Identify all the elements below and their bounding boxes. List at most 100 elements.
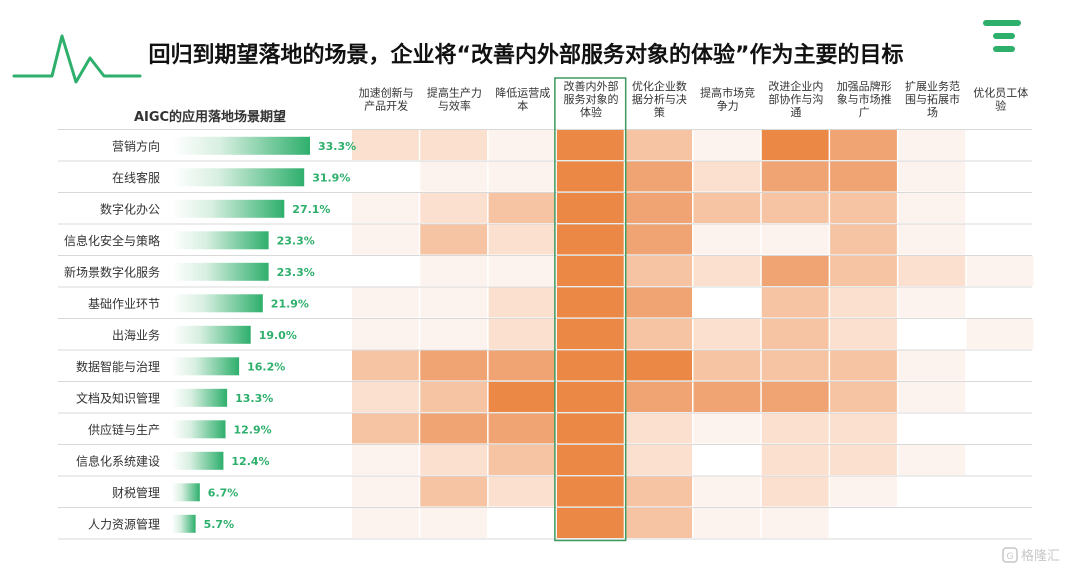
heatmap-cell xyxy=(420,350,488,381)
heartbeat-line-icon xyxy=(12,34,142,84)
row-gridlines xyxy=(58,129,1032,540)
heatmap-cell xyxy=(488,319,556,349)
column-header-line: 场 xyxy=(927,105,938,119)
heatmap-cell xyxy=(898,350,966,381)
heatmap-cell xyxy=(966,445,1034,475)
heatmap-cell xyxy=(625,350,692,381)
heatmap-cell xyxy=(625,256,692,286)
bar xyxy=(172,357,240,376)
bar-value-label: 33.3% xyxy=(318,140,356,153)
bar-value-label: 21.9% xyxy=(271,297,309,310)
column-header-line: 体验 xyxy=(580,105,602,119)
heatmap-column-header: 改进企业内部协作与沟通 xyxy=(768,79,823,119)
heatmap-cell xyxy=(488,161,556,192)
heatmap-cell xyxy=(966,287,1034,318)
heatmap-cells xyxy=(352,130,1034,538)
heatmap-cell xyxy=(761,350,829,381)
heatmap-cell xyxy=(966,130,1034,160)
column-header-line: 加强品牌形 xyxy=(837,79,892,93)
heatmap-cell xyxy=(693,350,761,381)
column-header-line: 优化企业数 xyxy=(632,79,687,93)
watermark-text: 格隆汇 xyxy=(1021,548,1060,564)
category-label: 数字化办公 xyxy=(100,201,160,216)
highlight-column-frame xyxy=(554,77,627,542)
heatmap-cell xyxy=(556,382,624,412)
heatmap-cell xyxy=(352,413,419,444)
heatmap-cell xyxy=(966,382,1034,412)
heatmap-cell xyxy=(488,130,556,160)
heatmap-cell xyxy=(352,382,419,412)
heatmap-cell xyxy=(420,319,488,349)
heatmap-column-header: 提高市场竞争力 xyxy=(700,86,755,113)
heatmap-cell xyxy=(693,445,761,475)
bar xyxy=(172,294,263,313)
heatmap-cell xyxy=(625,445,692,475)
heatmap-cell xyxy=(693,130,761,160)
heatmap-cell xyxy=(966,256,1034,286)
heatmap-cell xyxy=(693,382,761,412)
heatmap-column-header: 扩展业务范围与拓展市场 xyxy=(905,79,960,119)
heatmap-cell xyxy=(966,193,1034,223)
column-header-line: 优化员工体 xyxy=(973,86,1028,100)
heatmap-cell xyxy=(420,382,488,412)
category-label: 财税管理 xyxy=(112,485,160,500)
heatmap-cell xyxy=(625,319,692,349)
heatmap-cell xyxy=(898,319,966,349)
category-label: 文档及知识管理 xyxy=(76,390,160,405)
heatmap-column-header: 加速创新与产品开发 xyxy=(359,86,414,113)
heatmap-cell xyxy=(625,413,692,444)
bar-series xyxy=(172,136,310,533)
heatmap-cell xyxy=(488,508,556,538)
heatmap-cell xyxy=(556,224,624,255)
heatmap-cell xyxy=(966,161,1034,192)
column-header-line: 服务对象的 xyxy=(564,92,619,106)
heatmap-column-header: 优化员工体验 xyxy=(973,86,1028,113)
heatmap-cell xyxy=(420,413,488,444)
svg-text:G: G xyxy=(1007,552,1014,562)
bar-value-label: 13.3% xyxy=(235,392,273,405)
heatmap-cell xyxy=(625,193,692,223)
column-header-line: 验 xyxy=(995,99,1006,113)
heatmap-cell xyxy=(625,130,692,160)
heatmap-cell xyxy=(761,508,829,538)
heatmap-cell xyxy=(556,161,624,192)
heatmap-cell xyxy=(830,256,897,286)
heatmap-cell xyxy=(556,256,624,286)
category-label: 供应链与生产 xyxy=(88,422,160,437)
bar xyxy=(172,325,251,344)
heatmap-cell xyxy=(693,256,761,286)
heatmap-column-header: 改善内外部服务对象的体验 xyxy=(564,79,619,119)
heatmap-cell xyxy=(898,287,966,318)
heatmap-column-headers: 加速创新与产品开发提高生产力与效率降低运营成本改善内外部服务对象的体验优化企业数… xyxy=(359,79,1029,119)
bar-value-label: 19.0% xyxy=(259,329,297,342)
heatmap-cell xyxy=(830,350,897,381)
heatmap-cell xyxy=(420,287,488,318)
heatmap-cell xyxy=(898,256,966,286)
heatmap-cell xyxy=(352,350,419,381)
bar-value-label: 16.2% xyxy=(247,360,285,373)
heatmap-column-header: 降低运营成本 xyxy=(495,86,550,113)
heatmap-cell xyxy=(488,413,556,444)
heatmap-cell xyxy=(693,413,761,444)
bar-value-label: 23.3% xyxy=(277,266,315,279)
column-header-line: 提高生产力 xyxy=(427,86,482,100)
heatmap-cell xyxy=(625,224,692,255)
heatmap-cell xyxy=(352,287,419,318)
bar-value-labels: 33.3% 31.9% 27.1% 23.3% 23.3% 21.9% 19.0% 16.2%… xyxy=(204,140,357,531)
heatmap-cell xyxy=(556,476,624,507)
heatmap-cell xyxy=(352,319,419,349)
bar-value-label: 27.1% xyxy=(292,203,330,216)
heatmap-cell xyxy=(830,287,897,318)
bar-value-label: 12.4% xyxy=(231,455,269,468)
column-header-line: 提高市场竞 xyxy=(700,86,755,100)
column-header-line: 本 xyxy=(517,99,528,113)
bar xyxy=(172,388,228,407)
category-label: 基础作业环节 xyxy=(88,297,160,311)
heatmap-cell xyxy=(625,161,692,192)
heatmap-cell xyxy=(556,130,624,160)
category-label: 信息化系统建设 xyxy=(76,453,160,468)
column-header-line: 改善内外部 xyxy=(564,79,619,93)
bar xyxy=(172,483,200,502)
heatmap-cell xyxy=(830,382,897,412)
heatmap-cell xyxy=(966,476,1034,507)
